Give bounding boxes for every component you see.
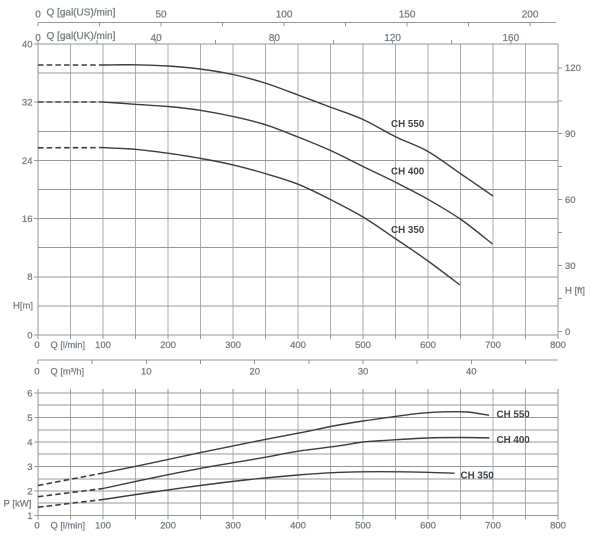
svg-text:CH 550: CH 550 <box>391 119 425 130</box>
svg-text:0: 0 <box>565 327 570 338</box>
svg-text:CH 400: CH 400 <box>497 435 531 446</box>
svg-text:700: 700 <box>485 340 501 351</box>
svg-text:50: 50 <box>155 10 167 21</box>
svg-text:200: 200 <box>160 521 176 532</box>
svg-text:700: 700 <box>485 521 501 532</box>
svg-text:400: 400 <box>290 340 306 351</box>
svg-text:0: 0 <box>35 10 41 21</box>
svg-text:100: 100 <box>95 521 111 532</box>
svg-text:0: 0 <box>34 367 39 378</box>
svg-text:2: 2 <box>27 486 32 497</box>
svg-text:500: 500 <box>355 521 371 532</box>
svg-text:Q [l/min]: Q [l/min] <box>51 521 86 531</box>
svg-text:Q [gal(UK)/min]: Q [gal(UK)/min] <box>47 31 116 42</box>
svg-text:0: 0 <box>27 330 32 341</box>
svg-text:24: 24 <box>22 156 33 167</box>
svg-text:4: 4 <box>27 437 32 448</box>
svg-text:8: 8 <box>27 272 32 283</box>
svg-text:60: 60 <box>565 195 576 206</box>
svg-text:200: 200 <box>522 10 539 21</box>
svg-text:10: 10 <box>141 367 152 378</box>
svg-text:600: 600 <box>420 521 436 532</box>
svg-text:150: 150 <box>399 10 416 21</box>
svg-text:3: 3 <box>27 462 32 473</box>
svg-text:40: 40 <box>22 39 33 50</box>
svg-text:120: 120 <box>565 63 581 74</box>
svg-text:120: 120 <box>384 33 401 44</box>
svg-text:600: 600 <box>420 340 436 351</box>
svg-text:400: 400 <box>290 521 306 532</box>
svg-text:Q [l/min]: Q [l/min] <box>51 340 86 350</box>
svg-text:CH 350: CH 350 <box>391 225 425 236</box>
svg-text:CH 350: CH 350 <box>461 470 495 481</box>
svg-text:P [kW]: P [kW] <box>4 498 32 509</box>
svg-text:32: 32 <box>22 98 33 109</box>
svg-text:40: 40 <box>466 367 477 378</box>
svg-text:0: 0 <box>35 33 41 44</box>
svg-text:H[m]: H[m] <box>13 300 33 311</box>
svg-text:100: 100 <box>276 10 293 21</box>
svg-text:Q [gal(US)/min]: Q [gal(US)/min] <box>47 8 116 19</box>
svg-text:Q [m³/h]: Q [m³/h] <box>51 367 85 377</box>
svg-text:800: 800 <box>550 521 566 532</box>
svg-text:200: 200 <box>160 340 176 351</box>
svg-text:800: 800 <box>550 340 566 351</box>
svg-text:H [ft]: H [ft] <box>565 285 585 296</box>
svg-text:CH 400: CH 400 <box>391 166 425 177</box>
svg-text:40: 40 <box>151 33 163 44</box>
svg-text:16: 16 <box>22 214 33 225</box>
svg-text:0: 0 <box>34 340 39 351</box>
svg-text:30: 30 <box>358 367 369 378</box>
svg-text:100: 100 <box>95 340 111 351</box>
svg-text:6: 6 <box>27 388 32 399</box>
svg-text:300: 300 <box>225 521 241 532</box>
svg-text:5: 5 <box>27 413 32 424</box>
svg-text:30: 30 <box>565 261 576 272</box>
svg-text:20: 20 <box>249 367 260 378</box>
svg-text:0: 0 <box>34 521 39 532</box>
svg-text:1: 1 <box>27 511 32 522</box>
svg-text:90: 90 <box>565 129 576 140</box>
svg-text:500: 500 <box>355 340 371 351</box>
svg-text:CH 550: CH 550 <box>497 409 531 420</box>
svg-text:300: 300 <box>225 340 241 351</box>
svg-text:160: 160 <box>502 33 519 44</box>
svg-text:80: 80 <box>269 33 281 44</box>
